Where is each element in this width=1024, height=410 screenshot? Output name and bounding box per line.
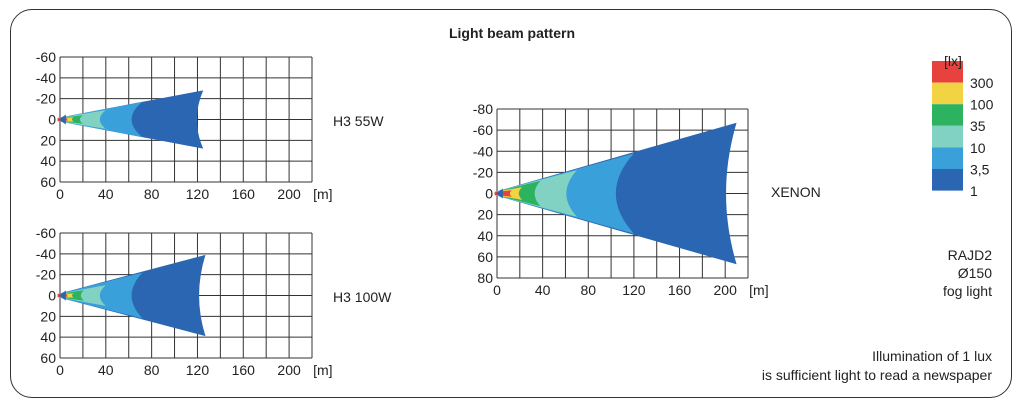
legend-level-label: 300 xyxy=(970,75,994,91)
x-tick-label: 80 xyxy=(580,282,596,298)
x-tick-label: 0 xyxy=(493,282,501,298)
y-tick-label: -60 xyxy=(473,122,493,138)
y-tick-label: 20 xyxy=(477,207,493,223)
x-tick-label: 40 xyxy=(535,282,551,298)
y-tick-label: 40 xyxy=(40,153,56,169)
x-tick-label: 80 xyxy=(144,186,160,202)
x-unit-label: [m] xyxy=(313,186,332,202)
x-tick-label: 40 xyxy=(98,186,114,202)
x-unit-label: [m] xyxy=(749,282,768,298)
x-unit-label: [m] xyxy=(313,362,332,378)
y-tick-label: -20 xyxy=(36,91,56,107)
x-tick-label: 200 xyxy=(277,186,301,202)
series-label: H3 100W xyxy=(333,289,392,305)
y-tick-label: -40 xyxy=(473,143,493,159)
y-tick-label: 20 xyxy=(40,132,56,148)
note-line-2: is sufficient light to read a newspaper xyxy=(761,367,992,383)
zone-10-lux xyxy=(57,110,106,129)
legend-level-label: 1 xyxy=(970,183,978,199)
note-line-1: Illumination of 1 lux xyxy=(872,348,992,364)
illumination-note: Illumination of 1 lux is sufficient ligh… xyxy=(762,347,992,385)
legend-swatch xyxy=(932,125,963,148)
y-tick-label: 60 xyxy=(40,350,56,366)
legend-level-label: 100 xyxy=(970,97,994,113)
x-tick-label: 0 xyxy=(56,362,64,378)
y-tick-label: 0 xyxy=(48,288,56,304)
y-tick-label: -20 xyxy=(36,267,56,283)
zone-3,5-lux xyxy=(57,101,143,138)
y-tick-label: -60 xyxy=(36,49,56,65)
legend-unit: [lx] xyxy=(944,53,962,69)
x-tick-label: 200 xyxy=(277,362,301,378)
x-tick-label: 40 xyxy=(98,362,114,378)
y-tick-label: -40 xyxy=(36,246,56,262)
series-label: H3 55W xyxy=(333,113,384,129)
x-tick-label: 200 xyxy=(714,282,738,298)
x-tick-label: 160 xyxy=(668,282,692,298)
legend-swatch xyxy=(932,82,963,105)
y-tick-label: 60 xyxy=(40,174,56,190)
y-tick-label: 0 xyxy=(48,112,56,128)
product-info: RAJD2 Ø150 fog light xyxy=(943,246,992,300)
y-tick-label: -80 xyxy=(473,101,493,117)
x-tick-label: 160 xyxy=(232,362,256,378)
product-diameter: Ø150 xyxy=(957,265,992,281)
series-label: XENON xyxy=(771,184,821,200)
product-model: RAJD2 xyxy=(947,247,992,263)
legend-level-label: 3,5 xyxy=(970,161,990,177)
page-title: Light beam pattern xyxy=(448,25,575,41)
origin-arrow-icon xyxy=(58,114,66,125)
y-tick-label: -40 xyxy=(36,70,56,86)
x-tick-label: 120 xyxy=(622,282,646,298)
y-tick-label: 0 xyxy=(485,186,493,202)
y-tick-label: 60 xyxy=(477,249,493,265)
legend-swatch xyxy=(932,104,963,126)
legend-level-label: 35 xyxy=(970,118,986,134)
x-tick-label: 160 xyxy=(232,186,256,202)
x-tick-label: 120 xyxy=(186,362,210,378)
zone-3,5-lux xyxy=(57,272,143,319)
y-tick-label: -20 xyxy=(473,164,493,180)
product-type: fog light xyxy=(942,283,992,299)
y-tick-label: -60 xyxy=(36,225,56,241)
origin-arrow-icon xyxy=(58,290,66,301)
legend-swatch xyxy=(932,61,963,83)
x-tick-label: 0 xyxy=(56,186,64,202)
color-legend: 300 100 35 10 3,5 1 xyxy=(932,61,994,199)
zone-10-lux xyxy=(494,170,577,217)
y-tick-label: 40 xyxy=(477,228,493,244)
zone-10-lux xyxy=(57,285,106,306)
x-tick-label: 80 xyxy=(144,362,160,378)
x-tick-label: 120 xyxy=(186,186,210,202)
frame xyxy=(10,9,1012,398)
legend-swatch xyxy=(932,147,963,169)
y-tick-label: 20 xyxy=(40,308,56,324)
legend-swatch xyxy=(932,169,963,191)
origin-arrow-icon xyxy=(495,188,503,199)
legend-level-label: 10 xyxy=(970,140,986,156)
y-tick-label: 80 xyxy=(477,270,493,286)
y-tick-label: 40 xyxy=(40,329,56,345)
zone-1-lux xyxy=(57,254,206,337)
